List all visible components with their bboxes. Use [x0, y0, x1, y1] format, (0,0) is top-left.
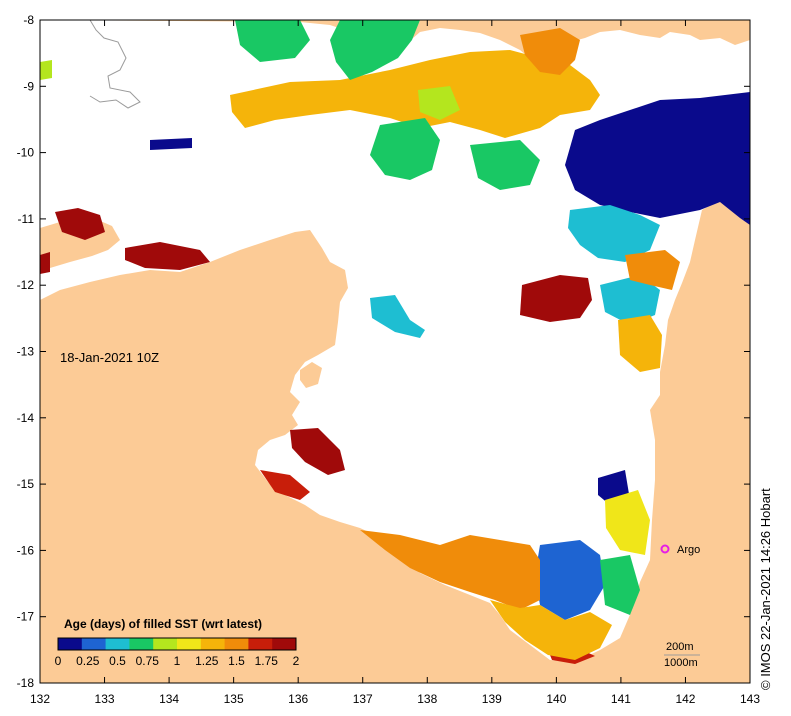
patch-cyan-mid: [370, 295, 425, 338]
x-tick-label: 133: [95, 692, 115, 706]
x-tick-label: 135: [224, 692, 244, 706]
patch-orange-north: [230, 50, 600, 138]
argo-marker-dot: [660, 544, 670, 554]
legend-tick-label: 1.5: [228, 654, 245, 668]
legend-title: Age (days) of filled SST (wrt latest): [64, 617, 262, 631]
land-groote-eylandt: [300, 362, 322, 388]
patch-red-west-top: [55, 208, 105, 240]
isobath-label-200m: 200m: [666, 641, 694, 653]
patch-cyan-se: [535, 540, 605, 620]
x-tick-label: 132: [30, 692, 50, 706]
y-tick-label: -13: [17, 345, 35, 359]
legend-color-swatch: [177, 638, 202, 650]
patch-brown-sw: [260, 470, 310, 500]
patch-ygreen-west: [40, 60, 52, 80]
patch-green-se-coast: [600, 555, 640, 615]
patch-red-west-edge: [40, 252, 50, 274]
legend-color-swatch: [129, 638, 154, 650]
legend-color-swatch: [105, 638, 130, 650]
y-tick-label: -9: [23, 79, 34, 93]
patch-cyan-coast: [600, 275, 660, 325]
y-tick-label: -16: [17, 543, 35, 557]
argo-label: Argo: [677, 544, 700, 556]
argo-marker[interactable]: Argo: [660, 544, 701, 556]
legend-colorbar-border: [57, 637, 297, 651]
isobath-layer: [89, 19, 141, 109]
legend-colorbar: [57, 637, 297, 651]
legend-color-swatch: [224, 638, 249, 650]
legend-color-swatch: [153, 638, 178, 650]
patch-orange-se-coast: [625, 250, 680, 290]
legend-tick-label: 1.25: [195, 654, 219, 668]
patch-green-left: [235, 20, 310, 62]
patch-gold-south: [490, 600, 612, 660]
legend-color-swatch: [272, 638, 297, 650]
x-tick-label: 139: [482, 692, 502, 706]
y-tick-label: -10: [17, 146, 35, 160]
legend-tick-labels: 0 0.25 0.5 0.75 1 1.25 1.5 1.75 2: [55, 654, 300, 668]
legend-tick-label: 1: [174, 654, 181, 668]
land-arnhem-land: [40, 200, 750, 683]
patch-orange-south: [360, 530, 540, 610]
y-tick-label: -14: [17, 411, 35, 425]
x-tick-label: 136: [288, 692, 308, 706]
legend-color-swatch: [58, 638, 83, 650]
y-tick-label: -15: [17, 477, 35, 491]
x-tick-label: 134: [159, 692, 179, 706]
patch-gold-se-coast: [618, 315, 662, 372]
y-tick-label: -8: [23, 13, 34, 27]
legend-color-swatch: [81, 638, 107, 650]
patch-yellow-se-coast: [605, 490, 650, 555]
y-tick-label: -17: [17, 610, 35, 624]
legend-tick-label: 2: [293, 654, 300, 668]
patch-red-west: [125, 242, 210, 270]
isobath-label-1000m: 1000m: [664, 657, 698, 669]
x-tick-label: 143: [740, 692, 760, 706]
patch-cyan-east: [568, 205, 660, 262]
legend-tick-label: 0.5: [109, 654, 126, 668]
y-tick-label: -18: [17, 676, 35, 690]
patch-navy-west: [150, 138, 192, 150]
y-tick-label: -11: [18, 212, 35, 226]
legend-color-swatch: [248, 638, 273, 650]
credit-text: © IMOS 22-Jan-2021 14:26 Hobart: [758, 488, 773, 690]
patch-orange-ne: [520, 28, 580, 75]
legend-tick-label: 0.75: [136, 654, 160, 668]
y-axis: -8 -9 -10 -11 -12 -13 -14 -15 -16 -17 -18: [17, 13, 750, 690]
x-tick-label: 142: [675, 692, 695, 706]
legend-color-swatch: [200, 638, 226, 650]
y-tick-label: -12: [17, 278, 35, 292]
x-tick-label: 137: [353, 692, 373, 706]
patch-green-north: [330, 20, 420, 80]
isobath-200m: [89, 19, 141, 109]
legend-tick-label: 0.25: [76, 654, 100, 668]
patch-ygreen-nw: [418, 86, 460, 120]
patch-green-center2: [470, 140, 540, 190]
x-tick-label: 141: [611, 692, 631, 706]
x-tick-label: 140: [546, 692, 566, 706]
legend-tick-label: 0: [55, 654, 62, 668]
patch-red-sw: [290, 428, 345, 475]
sst-layer: [40, 20, 750, 664]
patch-navy-ne: [565, 92, 750, 225]
patch-green-center: [370, 118, 440, 180]
patch-red-center: [520, 275, 592, 322]
x-tick-label: 138: [417, 692, 437, 706]
x-axis: 132 133 134 135 136 137 138 139 140 141 142 143: [30, 20, 760, 706]
isobath-legend: 200m 1000m: [664, 641, 700, 669]
date-label: 18-Jan-2021 10Z: [60, 350, 159, 365]
legend-tick-label: 1.75: [255, 654, 279, 668]
